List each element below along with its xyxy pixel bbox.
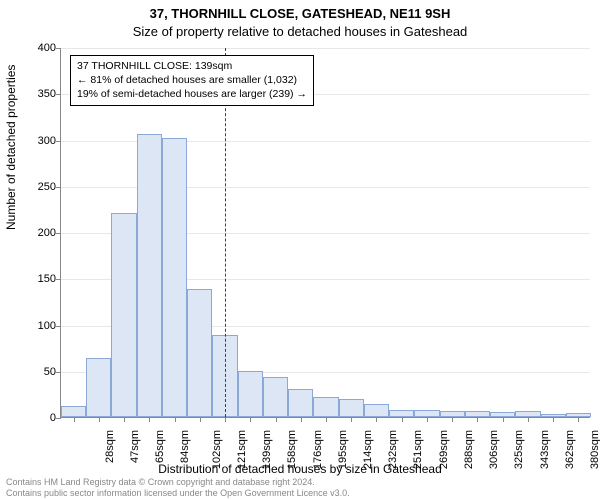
histogram-bar	[389, 410, 414, 417]
ytick-mark	[56, 141, 61, 142]
xtick-mark	[149, 417, 150, 422]
xtick-mark	[376, 417, 377, 422]
xtick-mark	[578, 417, 579, 422]
ytick-mark	[56, 279, 61, 280]
xtick-mark	[402, 417, 403, 422]
ytick-label: 150	[16, 273, 56, 285]
footer-attribution: Contains HM Land Registry data © Crown c…	[6, 477, 350, 498]
ytick-mark	[56, 94, 61, 95]
histogram-bar	[162, 138, 187, 417]
xtick-label: 47sqm	[129, 430, 141, 463]
histogram-bar	[288, 389, 313, 417]
xtick-label: 232sqm	[387, 430, 399, 469]
xtick-mark	[301, 417, 302, 422]
xtick-label: 84sqm	[179, 430, 191, 463]
xtick-mark	[225, 417, 226, 422]
xtick-label: 380sqm	[589, 430, 600, 469]
xtick-label: 158sqm	[286, 430, 298, 469]
histogram-bar	[414, 410, 439, 417]
histogram-bar	[86, 358, 111, 417]
ytick-label: 250	[16, 181, 56, 193]
xtick-label: 139sqm	[261, 430, 273, 469]
ytick-label: 0	[16, 412, 56, 424]
annotation-box: 37 THORNHILL CLOSE: 139sqm ← 81% of deta…	[70, 55, 314, 106]
xtick-mark	[250, 417, 251, 422]
xtick-mark	[503, 417, 504, 422]
title-main: 37, THORNHILL CLOSE, GATESHEAD, NE11 9SH	[0, 6, 600, 21]
ytick-label: 400	[16, 42, 56, 54]
title-sub: Size of property relative to detached ho…	[0, 24, 600, 39]
histogram-bar	[339, 399, 364, 418]
ytick-mark	[56, 187, 61, 188]
xtick-mark	[553, 417, 554, 422]
xtick-label: 65sqm	[154, 430, 166, 463]
xtick-mark	[276, 417, 277, 422]
xtick-mark	[326, 417, 327, 422]
xtick-label: 288sqm	[463, 430, 475, 469]
xtick-label: 306sqm	[488, 430, 500, 469]
xtick-mark	[427, 417, 428, 422]
histogram-bar	[238, 371, 263, 417]
xtick-label: 269sqm	[438, 430, 450, 469]
xtick-mark	[200, 417, 201, 422]
annotation-line-1: 37 THORNHILL CLOSE: 139sqm	[77, 59, 307, 73]
xtick-label: 214sqm	[362, 430, 374, 469]
xtick-mark	[452, 417, 453, 422]
xtick-label: 121sqm	[236, 430, 248, 469]
x-axis-label: Distribution of detached houses by size …	[0, 462, 600, 476]
ytick-label: 350	[16, 88, 56, 100]
annotation-line-3: 19% of semi-detached houses are larger (…	[77, 87, 307, 101]
annotation-line-2: ← 81% of detached houses are smaller (1,…	[77, 73, 307, 87]
xtick-mark	[175, 417, 176, 422]
chart-container: 37, THORNHILL CLOSE, GATESHEAD, NE11 9SH…	[0, 0, 600, 500]
xtick-mark	[351, 417, 352, 422]
ytick-mark	[56, 48, 61, 49]
histogram-bar	[137, 134, 162, 417]
footer-line-1: Contains HM Land Registry data © Crown c…	[6, 477, 350, 487]
xtick-label: 176sqm	[312, 430, 324, 469]
ytick-label: 200	[16, 227, 56, 239]
histogram-bar	[263, 377, 288, 417]
xtick-label: 195sqm	[337, 430, 349, 469]
xtick-mark	[477, 417, 478, 422]
ytick-mark	[56, 326, 61, 327]
ytick-label: 300	[16, 135, 56, 147]
xtick-label: 251sqm	[413, 430, 425, 469]
xtick-mark	[528, 417, 529, 422]
ytick-mark	[56, 233, 61, 234]
ytick-label: 50	[16, 366, 56, 378]
xtick-label: 102sqm	[211, 430, 223, 469]
ytick-mark	[56, 418, 61, 419]
footer-line-2: Contains public sector information licen…	[6, 488, 350, 498]
histogram-bar	[61, 406, 86, 417]
gridline	[61, 48, 590, 49]
xtick-label: 362sqm	[564, 430, 576, 469]
xtick-mark	[124, 417, 125, 422]
xtick-label: 325sqm	[514, 430, 526, 469]
xtick-label: 343sqm	[539, 430, 551, 469]
histogram-bar	[187, 289, 212, 417]
ytick-mark	[56, 372, 61, 373]
xtick-mark	[99, 417, 100, 422]
ytick-label: 100	[16, 320, 56, 332]
histogram-bar	[313, 397, 338, 417]
histogram-bar	[364, 404, 389, 417]
xtick-label: 28sqm	[104, 430, 116, 463]
histogram-bar	[111, 213, 136, 417]
xtick-mark	[74, 417, 75, 422]
